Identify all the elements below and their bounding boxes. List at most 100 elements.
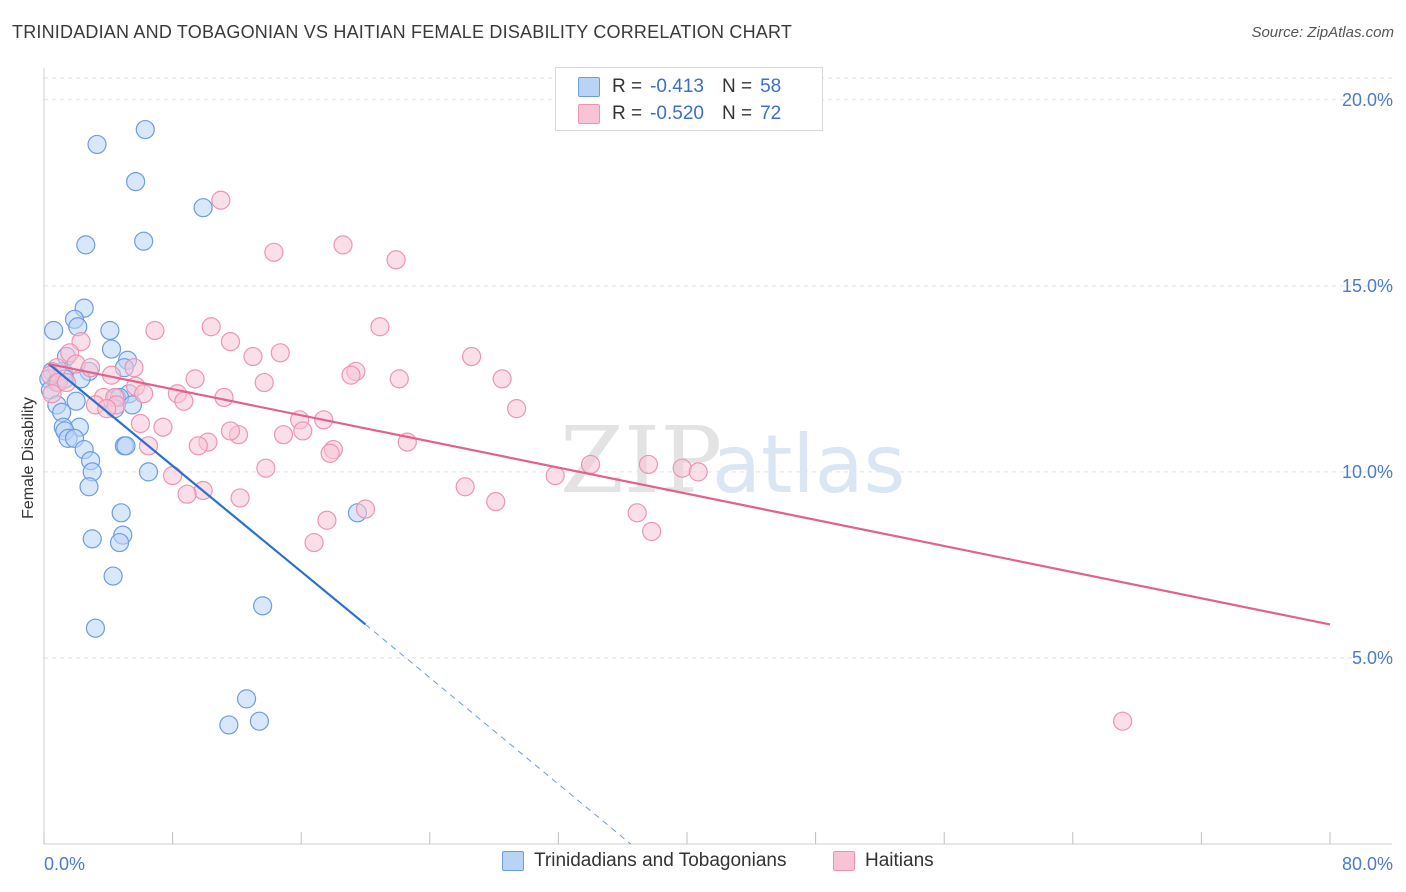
r-value: -0.413 [650, 76, 704, 97]
data-points [39, 119, 1133, 735]
r-label: R = [612, 103, 643, 124]
pink-point [185, 369, 205, 389]
watermark-atlas: atlas [712, 418, 905, 511]
pink-point [1113, 711, 1133, 731]
blue-point [109, 532, 130, 553]
pink-point [201, 317, 221, 337]
blue-point [87, 134, 107, 155]
y-axis-label: Female Disability [20, 397, 37, 519]
n-label: N = [721, 76, 753, 97]
tick-labels: 5.0% 10.0% 15.0% 20.0% 0.0% 80.0% [44, 90, 1393, 874]
pink-point [243, 346, 263, 367]
pink-point [220, 421, 241, 441]
pink-swatch [833, 851, 855, 871]
legend-row-trinidadian: R = -0.413 N = 58 [578, 74, 781, 100]
pink-point [627, 503, 647, 523]
pink-point [256, 458, 276, 478]
y-tick-label: 5.0% [1352, 648, 1393, 668]
blue-point [79, 477, 99, 497]
pink-swatch [578, 104, 600, 124]
trend-lines [48, 362, 1331, 845]
pink-point [580, 454, 601, 475]
blue-swatch [578, 77, 600, 97]
blue-point [76, 235, 96, 255]
pink-point [642, 521, 662, 542]
pink-point [56, 372, 77, 393]
pink-trend-line [48, 362, 1331, 626]
pink-point [42, 384, 62, 404]
pink-point [461, 346, 482, 367]
pink-point [341, 365, 361, 385]
pink-point [317, 510, 337, 530]
chart-title: TRINIDADIAN AND TOBAGONIAN VS HAITIAN FE… [12, 22, 793, 42]
series-legend: Trinidadians and Tobagonians Haitians [0, 850, 1406, 878]
pink-point [638, 454, 659, 475]
blue-point [85, 618, 106, 638]
pink-point [177, 484, 197, 504]
pink-point [174, 391, 194, 411]
blue-point [66, 391, 86, 411]
n-value: 58 [760, 76, 782, 97]
pink-point [304, 532, 324, 553]
y-tick-label: 10.0% [1342, 462, 1393, 482]
stats-legend: R = -0.413 N = 58 R = -0.520 N = 72 [555, 67, 823, 131]
legend-row-haitian: R = -0.520 N = 72 [578, 101, 781, 127]
pink-point [507, 399, 527, 419]
pink-point [130, 413, 151, 434]
pink-point [355, 499, 376, 519]
pink-point [386, 250, 406, 270]
blue-swatch [502, 851, 524, 871]
pink-point [333, 235, 353, 255]
blue-point [253, 596, 273, 616]
blue-point [103, 566, 123, 586]
pink-point [254, 372, 274, 393]
pink-point [124, 358, 144, 378]
pink-point [455, 477, 475, 497]
x-tick-label: 0.0% [44, 854, 85, 874]
pink-point [264, 242, 284, 262]
pink-point [134, 384, 154, 404]
r-label: R = [612, 76, 643, 97]
blue-point [101, 339, 122, 359]
pink-point [688, 462, 708, 482]
y-tick-label: 15.0% [1342, 276, 1393, 296]
blue-point [219, 715, 239, 735]
n-label: N = [721, 103, 753, 124]
pink-point [163, 466, 183, 486]
r-value: -0.520 [650, 103, 704, 124]
source-credit: Source: ZipAtlas.com [1251, 24, 1394, 41]
n-value: 72 [760, 103, 782, 124]
x-tick-label: 80.0% [1342, 854, 1393, 874]
legend-label: Trinidadians and Tobagonians [534, 850, 787, 871]
blue-point [134, 231, 154, 251]
grid [44, 77, 1392, 659]
pink-point [211, 190, 231, 210]
pink-point [293, 421, 313, 441]
blue-trend-extension [365, 624, 632, 845]
legend-label: Haitians [865, 850, 934, 871]
pink-point [273, 425, 294, 445]
blue-point [135, 119, 155, 140]
pink-point [97, 399, 117, 419]
blue-point [249, 711, 270, 731]
blue-point [236, 689, 257, 709]
watermark: ZIP atlas [560, 407, 905, 514]
pink-point [153, 417, 173, 437]
pink-point [320, 443, 340, 463]
pink-point [492, 369, 512, 389]
y-tick-label: 20.0% [1342, 90, 1393, 110]
pink-point [188, 436, 208, 456]
blue-trend-line [48, 363, 367, 626]
pink-point [672, 458, 692, 478]
blue-point [44, 320, 64, 341]
legend-item-haitian: Haitians [833, 850, 934, 872]
blue-point [111, 503, 131, 523]
blue-point [82, 529, 102, 549]
pink-point [486, 492, 506, 512]
legend-item-trinidadian: Trinidadians and Tobagonians [502, 850, 786, 872]
axes [43, 68, 1392, 845]
pink-point [230, 488, 250, 508]
blue-point [193, 198, 213, 218]
pink-point [220, 332, 241, 352]
pink-point [270, 343, 290, 363]
